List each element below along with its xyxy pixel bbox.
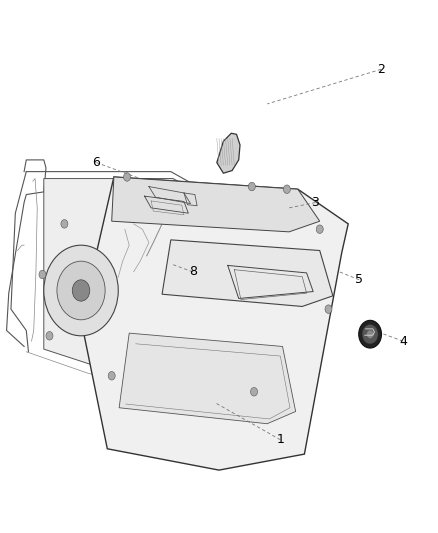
Polygon shape [162,240,333,306]
Text: 4: 4 [399,335,407,348]
Polygon shape [44,179,193,389]
Polygon shape [112,177,320,232]
Circle shape [108,372,115,380]
Text: 1: 1 [276,433,284,446]
Circle shape [61,220,68,228]
Circle shape [362,325,378,344]
Circle shape [283,185,290,193]
Circle shape [359,320,381,348]
Circle shape [72,280,90,301]
Polygon shape [119,333,296,424]
Text: 6: 6 [92,156,100,169]
Circle shape [251,387,258,396]
Text: 8: 8 [189,265,197,278]
Circle shape [124,173,131,181]
Polygon shape [217,133,240,173]
Circle shape [57,261,105,320]
Circle shape [39,270,46,279]
Circle shape [46,332,53,340]
Text: 2: 2 [377,63,385,76]
Circle shape [44,245,118,336]
Circle shape [325,305,332,313]
Circle shape [316,225,323,233]
Text: 5: 5 [355,273,363,286]
Circle shape [248,182,255,191]
Circle shape [367,330,374,338]
Text: 3: 3 [311,196,319,209]
Polygon shape [81,177,348,470]
